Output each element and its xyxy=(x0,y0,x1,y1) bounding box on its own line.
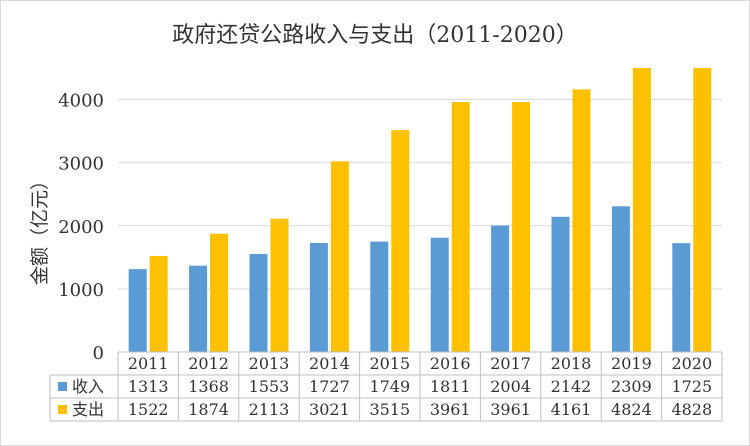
bar-收入-2014 xyxy=(309,243,328,352)
x-tick-label: 2012 xyxy=(188,354,229,373)
data-label: 1313 xyxy=(128,377,169,396)
data-label: 1811 xyxy=(430,377,471,396)
y-tick-label: 4000 xyxy=(58,91,104,112)
bar-支出-2016 xyxy=(451,102,470,352)
y-tick-labels: 0 1000 2000 3000 4000 xyxy=(58,91,104,364)
y-axis-label: 金额（亿元） xyxy=(29,171,51,285)
data-label: 1874 xyxy=(188,400,229,419)
bar-收入-2016 xyxy=(430,237,449,352)
bar-支出-2015 xyxy=(391,130,410,352)
chart-title: 政府还贷公路收入与支出（2011-2020） xyxy=(172,23,577,48)
bar-收入-2020 xyxy=(672,243,691,352)
bar-支出-2017 xyxy=(512,102,531,352)
bars xyxy=(128,68,712,353)
y-tick-label: 2000 xyxy=(58,217,104,238)
data-label: 3961 xyxy=(490,400,531,419)
data-label: 1553 xyxy=(249,377,290,396)
legend-label-支出: 支出 xyxy=(72,400,104,419)
data-label: 1522 xyxy=(128,400,169,419)
data-label: 4828 xyxy=(671,400,712,419)
bar-收入-2011 xyxy=(128,269,147,352)
data-label: 3961 xyxy=(430,400,471,419)
data-label: 4161 xyxy=(551,400,592,419)
bar-收入-2018 xyxy=(551,216,570,352)
data-label: 3021 xyxy=(309,400,350,419)
x-tick-label: 2020 xyxy=(671,354,712,373)
x-tick-label: 2015 xyxy=(369,354,410,373)
legend-swatch-支出 xyxy=(58,405,67,414)
y-tick-label: 3000 xyxy=(58,154,104,175)
legend-label-收入: 收入 xyxy=(72,377,104,396)
x-tick-label: 2016 xyxy=(430,354,471,373)
x-tick-label: 2018 xyxy=(551,354,592,373)
bar-支出-2014 xyxy=(330,161,349,352)
data-label: 1368 xyxy=(188,377,229,396)
data-label: 2004 xyxy=(490,377,531,396)
x-tick-label: 2019 xyxy=(611,354,652,373)
y-tick-label: 1000 xyxy=(58,280,104,301)
bar-支出-2011 xyxy=(149,255,168,352)
data-label: 4824 xyxy=(611,400,652,419)
data-label: 2309 xyxy=(611,377,652,396)
data-label: 2113 xyxy=(249,400,290,419)
y-tick-label: 0 xyxy=(93,343,104,364)
bar-支出-2019 xyxy=(632,68,651,352)
bar-收入-2017 xyxy=(491,225,510,352)
data-label: 2142 xyxy=(551,377,592,396)
legend-swatch-收入 xyxy=(58,382,67,391)
x-tick-label: 2011 xyxy=(128,354,169,373)
bar-收入-2013 xyxy=(249,253,268,352)
bar-支出-2018 xyxy=(572,89,591,353)
bar-收入-2015 xyxy=(370,241,389,352)
x-tick-label: 2017 xyxy=(490,354,531,373)
bar-支出-2012 xyxy=(210,233,229,352)
bar-支出-2020 xyxy=(693,68,712,352)
data-table: 2011 2012 2013 2014 2015 2016 2017 2018 2019 2020… xyxy=(49,351,723,422)
data-label: 1749 xyxy=(369,377,410,396)
bar-收入-2012 xyxy=(189,265,208,352)
data-label: 3515 xyxy=(369,400,410,419)
bar-收入-2019 xyxy=(611,206,630,352)
data-label: 1725 xyxy=(671,377,712,396)
bar-支出-2013 xyxy=(270,218,289,352)
data-label: 1727 xyxy=(309,377,350,396)
x-tick-label: 2014 xyxy=(309,354,350,373)
x-tick-label: 2013 xyxy=(249,354,290,373)
